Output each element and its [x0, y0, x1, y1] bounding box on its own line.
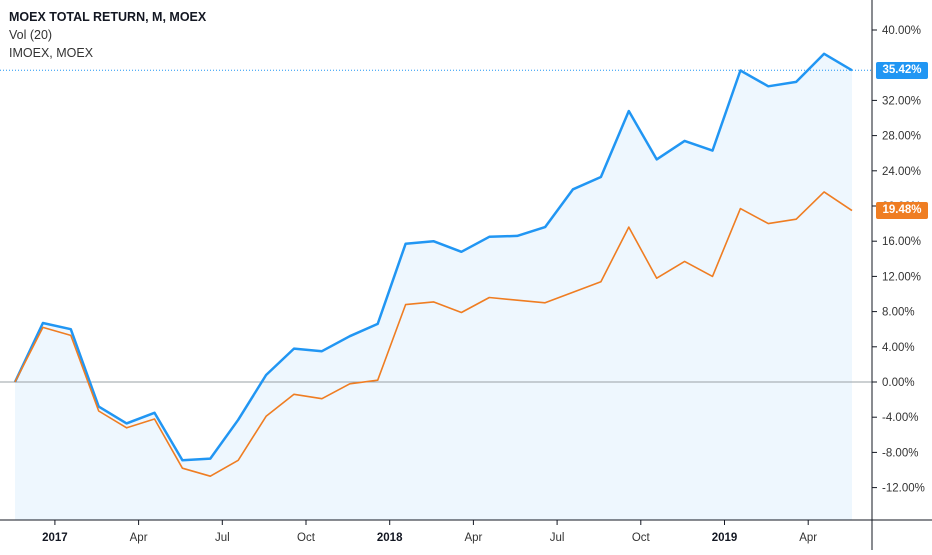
- y-tick-label: 4.00%: [882, 342, 915, 354]
- x-tick-label: Apr: [130, 532, 148, 544]
- y-tick-label: 24.00%: [882, 166, 921, 178]
- data-point[interactable]: [180, 466, 184, 470]
- series-line-imoex[interactable]: [14, 191, 853, 478]
- data-point[interactable]: [459, 250, 463, 254]
- data-point[interactable]: [376, 378, 380, 382]
- price-label-total-return: 35.42%: [876, 61, 928, 79]
- data-point[interactable]: [599, 280, 603, 284]
- x-tick-label: Oct: [632, 532, 651, 544]
- data-point[interactable]: [236, 418, 240, 422]
- data-point[interactable]: [69, 333, 73, 337]
- y-tick-label: 32.00%: [882, 95, 921, 107]
- data-point[interactable]: [403, 302, 407, 306]
- data-point[interactable]: [41, 325, 45, 329]
- data-point[interactable]: [822, 190, 826, 194]
- data-point[interactable]: [682, 139, 686, 143]
- series-layer[interactable]: [13, 52, 854, 479]
- x-tick-label: Apr: [799, 532, 817, 544]
- data-point[interactable]: [655, 157, 659, 161]
- area-fill: [15, 53, 852, 521]
- data-point[interactable]: [208, 456, 212, 460]
- data-point[interactable]: [515, 298, 519, 302]
- data-point[interactable]: [766, 221, 770, 225]
- data-point[interactable]: [41, 321, 45, 325]
- data-point[interactable]: [682, 259, 686, 263]
- data-point[interactable]: [348, 382, 352, 386]
- data-point[interactable]: [124, 421, 128, 425]
- data-point[interactable]: [599, 175, 603, 179]
- data-point[interactable]: [124, 426, 128, 430]
- data-point[interactable]: [543, 301, 547, 305]
- price-label-imoex: 19.48%: [876, 202, 928, 220]
- data-point[interactable]: [571, 187, 575, 191]
- x-tick-label: Jul: [215, 532, 230, 544]
- x-tick-label: Apr: [464, 532, 482, 544]
- data-point[interactable]: [543, 225, 547, 229]
- y-tick-label: 40.00%: [882, 25, 921, 37]
- data-point[interactable]: [69, 327, 73, 331]
- data-point[interactable]: [710, 274, 714, 278]
- legend-compare-symbol[interactable]: IMOEX, MOEX: [9, 46, 94, 60]
- data-point[interactable]: [822, 52, 826, 56]
- y-tick-label: 12.00%: [882, 271, 921, 283]
- data-point[interactable]: [431, 300, 435, 304]
- data-point[interactable]: [487, 295, 491, 299]
- series-line-total-return[interactable]: [13, 52, 853, 462]
- data-point[interactable]: [180, 458, 184, 462]
- x-tick-label: Jul: [550, 532, 565, 544]
- y-tick-label: -12.00%: [882, 483, 925, 495]
- data-point[interactable]: [738, 206, 742, 210]
- data-point[interactable]: [264, 414, 268, 418]
- data-point[interactable]: [236, 458, 240, 462]
- fill-layer: [15, 53, 852, 521]
- data-point[interactable]: [738, 68, 742, 72]
- y-tick-label: 16.00%: [882, 236, 921, 248]
- data-point[interactable]: [376, 322, 380, 326]
- data-point[interactable]: [571, 290, 575, 294]
- data-point[interactable]: [320, 349, 324, 353]
- x-tick-label: 2017: [42, 532, 68, 544]
- x-tick-label: 2018: [377, 532, 403, 544]
- data-point[interactable]: [627, 225, 631, 229]
- x-tick-label: Oct: [297, 532, 316, 544]
- y-tick-label: 0.00%: [882, 377, 915, 389]
- y-tick-label: -8.00%: [882, 447, 918, 459]
- data-point[interactable]: [431, 239, 435, 243]
- data-point[interactable]: [794, 80, 798, 84]
- legend-volume-indicator[interactable]: Vol (20): [9, 28, 53, 42]
- data-point[interactable]: [403, 242, 407, 246]
- grid-layer: [0, 69, 872, 383]
- data-point[interactable]: [152, 417, 156, 421]
- data-point[interactable]: [487, 235, 491, 239]
- data-point[interactable]: [850, 208, 854, 212]
- data-point[interactable]: [264, 373, 268, 377]
- x-tick-label: 2019: [712, 532, 738, 544]
- y-tick-label: 8.00%: [882, 307, 915, 319]
- data-point[interactable]: [655, 276, 659, 280]
- legend: MOEX TOTAL RETURN, M, MOEX Vol (20) IMOE…: [9, 8, 206, 62]
- data-point[interactable]: [627, 109, 631, 113]
- data-point[interactable]: [850, 68, 854, 72]
- data-point[interactable]: [794, 217, 798, 221]
- data-point[interactable]: [292, 346, 296, 350]
- data-point[interactable]: [13, 380, 17, 384]
- data-point[interactable]: [459, 310, 463, 314]
- data-point[interactable]: [320, 397, 324, 401]
- data-point[interactable]: [292, 392, 296, 396]
- data-point[interactable]: [710, 148, 714, 152]
- data-point[interactable]: [348, 334, 352, 338]
- data-point[interactable]: [515, 234, 519, 238]
- legend-title[interactable]: MOEX TOTAL RETURN, M, MOEX: [9, 10, 207, 24]
- y-tick-label: -4.00%: [882, 412, 918, 424]
- y-tick-label: 28.00%: [882, 131, 921, 143]
- data-point[interactable]: [152, 411, 156, 415]
- data-point[interactable]: [97, 409, 101, 413]
- data-point[interactable]: [766, 84, 770, 88]
- data-point[interactable]: [208, 474, 212, 478]
